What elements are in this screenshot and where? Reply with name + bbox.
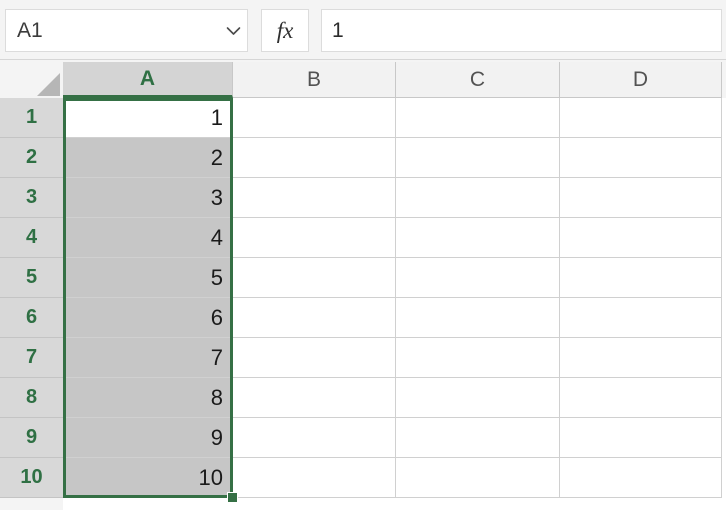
row-header-label: 9 (25, 426, 38, 448)
cell-a10[interactable]: 10 (63, 458, 233, 498)
row-header-label: 10 (20, 466, 43, 488)
cell-b10[interactable] (233, 458, 396, 498)
row-header-10[interactable]: 10 (0, 458, 63, 498)
insert-function-button[interactable]: fx (261, 9, 309, 52)
cell-d3[interactable] (560, 178, 722, 218)
column-header-d[interactable]: D (560, 62, 722, 98)
cell-d1[interactable] (560, 98, 722, 138)
column-header-label: D (632, 67, 649, 91)
column-header-a[interactable]: A (63, 62, 233, 98)
cell-a8[interactable]: 8 (63, 378, 233, 418)
row-header-4[interactable]: 4 (0, 218, 63, 258)
cell-b4[interactable] (233, 218, 396, 258)
row-header-2[interactable]: 2 (0, 138, 63, 178)
row-header-label: 2 (25, 146, 38, 168)
cell-c2[interactable] (396, 138, 560, 178)
row-header-label: 3 (25, 186, 38, 208)
cell-c8[interactable] (396, 378, 560, 418)
column-header-b[interactable]: B (233, 62, 396, 98)
cell-b1[interactable] (233, 98, 396, 138)
cell-c6[interactable] (396, 298, 560, 338)
row-header-label: 5 (25, 266, 38, 288)
cell-c3[interactable] (396, 178, 560, 218)
fill-handle[interactable] (227, 492, 238, 503)
cell-d6[interactable] (560, 298, 722, 338)
cell-a4[interactable]: 4 (63, 218, 233, 258)
row-header-8[interactable]: 8 (0, 378, 63, 418)
function-icon: fx (276, 18, 294, 43)
formula-input[interactable]: 1 (321, 9, 722, 52)
row-header-label: 1 (25, 106, 38, 128)
cell-d4[interactable] (560, 218, 722, 258)
cell-c4[interactable] (396, 218, 560, 258)
row-header-column: 1 2 3 4 5 6 7 8 9 10 (0, 98, 63, 510)
name-box-value: A1 (17, 20, 43, 41)
row-header-label: 7 (25, 346, 38, 368)
row-header-label: 6 (25, 306, 38, 328)
cell-d8[interactable] (560, 378, 722, 418)
row-header-7[interactable]: 7 (0, 338, 63, 378)
cell-c7[interactable] (396, 338, 560, 378)
cell-d10[interactable] (560, 458, 722, 498)
cell-d7[interactable] (560, 338, 722, 378)
row-header-label: 8 (25, 386, 38, 408)
select-all-triangle-icon (37, 73, 60, 96)
cell-b5[interactable] (233, 258, 396, 298)
cell-a5[interactable]: 5 (63, 258, 233, 298)
cell-b2[interactable] (233, 138, 396, 178)
row-header-9[interactable]: 9 (0, 418, 63, 458)
cell-c5[interactable] (396, 258, 560, 298)
name-box[interactable]: A1 (5, 9, 248, 52)
cell-b8[interactable] (233, 378, 396, 418)
cell-a9[interactable]: 9 (63, 418, 233, 458)
cell-a3[interactable]: 3 (63, 178, 233, 218)
column-header-row: A B C D (0, 62, 726, 98)
row-header-3[interactable]: 3 (0, 178, 63, 218)
cell-a7[interactable]: 7 (63, 338, 233, 378)
column-header-label: B (306, 67, 321, 91)
grid-body: 1 2 3 4 5 6 7 8 9 10 1 2 3 4 5 6 7 8 9 10 (0, 98, 726, 510)
row-header-label: 4 (25, 226, 38, 248)
cell-b3[interactable] (233, 178, 396, 218)
cell-b6[interactable] (233, 298, 396, 338)
cell-a2[interactable]: 2 (63, 138, 233, 178)
select-all-button[interactable] (0, 62, 63, 98)
cell-d9[interactable] (560, 418, 722, 458)
cell-d2[interactable] (560, 138, 722, 178)
formula-input-value: 1 (332, 20, 344, 41)
cell-b9[interactable] (233, 418, 396, 458)
row-header-5[interactable]: 5 (0, 258, 63, 298)
cell-c1[interactable] (396, 98, 560, 138)
cell-d5[interactable] (560, 258, 722, 298)
cell-c9[interactable] (396, 418, 560, 458)
cell-a6[interactable]: 6 (63, 298, 233, 338)
cell-a1[interactable]: 1 (63, 98, 233, 138)
row-header-1[interactable]: 1 (0, 98, 63, 138)
row-header-6[interactable]: 6 (0, 298, 63, 338)
column-header-label: C (469, 67, 486, 91)
cell-c10[interactable] (396, 458, 560, 498)
column-header-c[interactable]: C (396, 62, 560, 98)
cell-b7[interactable] (233, 338, 396, 378)
cells-area: 1 2 3 4 5 6 7 8 9 10 (63, 98, 726, 510)
formula-toolbar: A1 fx 1 (0, 0, 726, 60)
column-header-label: A (139, 66, 156, 90)
chevron-down-icon[interactable] (219, 10, 247, 51)
